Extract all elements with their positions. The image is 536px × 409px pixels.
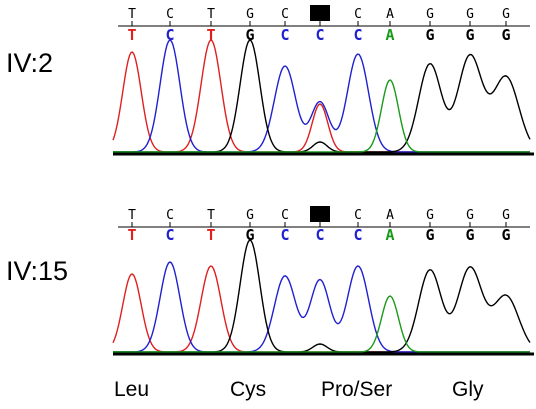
top-base-9: G xyxy=(466,7,474,22)
base-call-2: T xyxy=(206,26,215,44)
top-base-6: C xyxy=(354,7,362,22)
trace-a xyxy=(113,79,530,153)
top-base-3: G xyxy=(246,208,254,223)
top-base-1: C xyxy=(166,208,174,223)
base-call-6: C xyxy=(353,26,362,44)
highlight-box xyxy=(310,206,330,222)
base-call-5: C xyxy=(315,226,324,244)
trace-c xyxy=(113,261,530,353)
top-base-7: A xyxy=(386,7,394,22)
base-call-5: C xyxy=(315,26,324,44)
base-call-3: G xyxy=(245,26,254,44)
top-base-8: G xyxy=(426,208,434,223)
base-call-4: C xyxy=(280,26,289,44)
top-base-10: G xyxy=(502,208,510,223)
amino-acid-cys: Cys xyxy=(230,378,267,401)
trace-g xyxy=(113,239,531,353)
top-base-9: G xyxy=(466,208,474,223)
base-call-3: G xyxy=(245,226,254,244)
top-base-5: C xyxy=(316,208,324,223)
top-base-4: C xyxy=(281,208,289,223)
base-call-9: G xyxy=(465,26,474,44)
highlight-box xyxy=(310,5,330,21)
top-base-3: G xyxy=(246,7,254,22)
amino-acid-pro-ser: Pro/Ser xyxy=(321,378,393,401)
trace-a xyxy=(113,295,530,353)
base-call-7: A xyxy=(385,226,394,244)
base-call-8: G xyxy=(425,26,434,44)
base-call-0: T xyxy=(127,26,136,44)
chromatogram-panel-1: T C T G C C C A G G GT C T G C C C A G G G xyxy=(112,206,534,356)
base-call-1: C xyxy=(165,26,174,44)
base-call-9: G xyxy=(465,226,474,244)
base-call-8: G xyxy=(425,226,434,244)
base-call-6: C xyxy=(353,226,362,244)
top-base-10: G xyxy=(502,7,510,22)
top-base-6: C xyxy=(354,208,362,223)
base-call-10: G xyxy=(501,26,510,44)
top-base-2: T xyxy=(207,208,215,223)
base-call-10: G xyxy=(501,226,510,244)
top-base-4: C xyxy=(281,7,289,22)
top-base-1: C xyxy=(166,7,174,22)
amino-acid-leu: Leu xyxy=(114,378,150,401)
panel-label-iv2: IV:2 xyxy=(6,48,54,78)
chromatogram-panel-0: T C T G C C C A G G GT C T G C C C A G G G xyxy=(112,5,534,156)
base-call-7: A xyxy=(385,26,394,44)
top-base-2: T xyxy=(207,7,215,22)
base-call-2: T xyxy=(206,226,215,244)
base-call-1: C xyxy=(165,226,174,244)
top-base-0: T xyxy=(128,7,136,22)
base-call-4: C xyxy=(280,226,289,244)
top-base-0: T xyxy=(128,208,136,223)
amino-acid-gly: Gly xyxy=(452,378,484,401)
top-base-7: A xyxy=(386,208,394,223)
top-base-8: G xyxy=(426,7,434,22)
base-call-0: T xyxy=(127,226,136,244)
panel-label-iv15: IV:15 xyxy=(6,256,69,286)
top-base-5: C xyxy=(316,7,324,22)
trace-t xyxy=(112,265,530,353)
